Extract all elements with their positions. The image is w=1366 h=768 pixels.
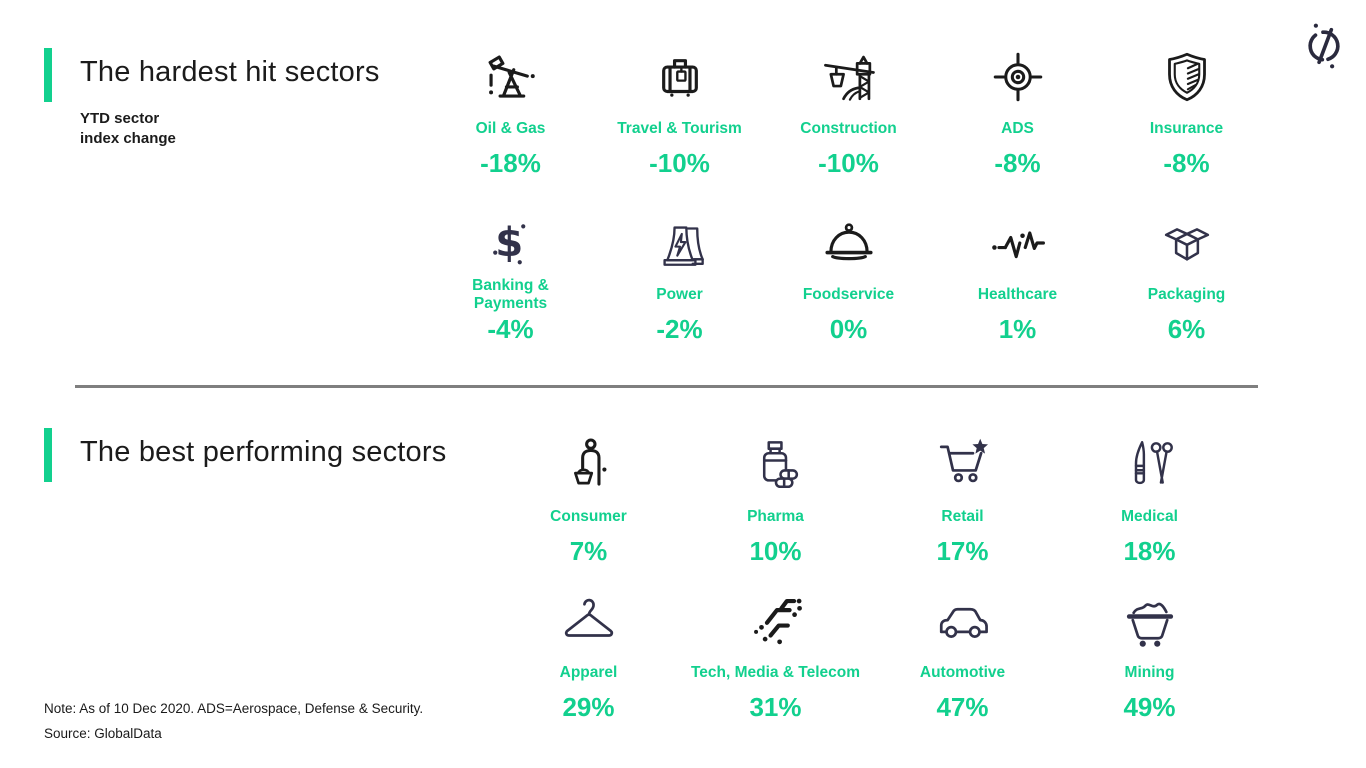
shield-icon — [1159, 44, 1215, 110]
sector-value: 18% — [1123, 536, 1176, 566]
sector-label: Pharma — [747, 508, 804, 525]
footer: Note: As of 10 Dec 2020. ADS=Aerospace, … — [44, 696, 423, 746]
section-divider — [75, 385, 1258, 388]
hanger-icon — [559, 588, 619, 654]
crane-icon — [820, 44, 878, 110]
sector-card-pharma: Pharma 10% — [682, 432, 869, 588]
sector-value: -18% — [480, 148, 541, 178]
sector-value: -2% — [656, 314, 703, 344]
sector-label: Apparel — [559, 664, 618, 681]
sector-label: Mining — [1124, 664, 1175, 681]
sector-label: Insurance — [1149, 120, 1224, 137]
surgical-tools-icon — [1122, 432, 1178, 498]
sector-card-banking: $ Banking & Payments -4% — [426, 210, 595, 376]
sector-value: 49% — [1123, 692, 1176, 722]
car-icon — [932, 588, 994, 654]
shopper-icon — [560, 432, 618, 498]
sector-value: 6% — [1167, 314, 1206, 344]
sector-card-packaging: Packaging 6% — [1102, 210, 1271, 376]
open-box-icon — [1158, 210, 1216, 276]
sector-value: 29% — [562, 692, 615, 722]
sector-label: Tech, Media & Telecom — [690, 664, 861, 681]
globaldata-logo-icon — [1298, 20, 1350, 72]
sector-value: 7% — [569, 536, 608, 566]
sector-card-apparel: Apparel 29% — [495, 588, 682, 744]
sector-card-oil-gas: Oil & Gas -18% — [426, 44, 595, 210]
hardest-sectors-grid: Oil & Gas -18% Travel & Tourism -10% — [426, 44, 1271, 376]
sector-card-foodservice: Foodservice 0% — [764, 210, 933, 376]
sector-value: -8% — [994, 148, 1041, 178]
sector-card-travel: Travel & Tourism -10% — [595, 44, 764, 210]
sector-card-healthcare: Healthcare 1% — [933, 210, 1102, 376]
sector-label: ADS — [1001, 120, 1034, 137]
sector-card-construction: Construction -10% — [764, 44, 933, 210]
sector-value: -8% — [1163, 148, 1210, 178]
sector-label: Medical — [1121, 508, 1178, 525]
ytd-subtitle-line2: index change — [80, 130, 176, 147]
sector-value: 17% — [936, 536, 989, 566]
sector-label: Packaging — [1147, 286, 1226, 303]
cloche-icon — [820, 210, 878, 276]
target-icon — [990, 44, 1046, 110]
sector-value: -10% — [649, 148, 710, 178]
accent-bar — [44, 48, 52, 102]
footer-source: Source: GlobalData — [44, 726, 162, 741]
pill-bottle-icon — [747, 432, 805, 498]
footer-note: Note: As of 10 Dec 2020. ADS=Aerospace, … — [44, 701, 424, 716]
sector-card-retail: Retail 17% — [869, 432, 1056, 588]
sector-value: 1% — [998, 314, 1037, 344]
sector-value: -10% — [818, 148, 879, 178]
hardest-section-title: The hardest hit sectors — [80, 56, 380, 88]
dollar-icon: $ — [483, 210, 539, 276]
heartbeat-icon — [988, 210, 1048, 276]
sector-label: Oil & Gas — [475, 120, 546, 137]
sector-card-power: Power -2% — [595, 210, 764, 376]
sector-label: Travel & Tourism — [617, 120, 742, 137]
sector-value: 0% — [829, 314, 868, 344]
accent-bar — [44, 428, 52, 482]
sector-value: 47% — [936, 692, 989, 722]
sector-value: 10% — [749, 536, 802, 566]
sector-label: Construction — [800, 120, 897, 137]
ytd-subtitle: YTD sector index change — [80, 109, 176, 149]
svg-text:$: $ — [495, 220, 523, 266]
suitcase-icon — [651, 44, 709, 110]
sector-label: Consumer — [550, 508, 627, 525]
sector-label: Power — [656, 286, 703, 303]
ytd-subtitle-line1: YTD sector — [80, 110, 160, 127]
sector-label: Healthcare — [977, 286, 1058, 303]
sector-value: -4% — [487, 314, 534, 344]
power-plant-icon — [651, 210, 709, 276]
sector-label: Foodservice — [802, 286, 895, 303]
sector-label: Banking & Payments — [472, 277, 549, 312]
mine-cart-icon — [1120, 588, 1180, 654]
sector-card-automotive: Automotive 47% — [869, 588, 1056, 744]
sector-card-consumer: Consumer 7% — [495, 432, 682, 588]
sector-card-mining: Mining 49% — [1056, 588, 1243, 744]
best-sectors-grid: Consumer 7% Pharma 10% — [495, 432, 1243, 744]
sector-label: Retail — [941, 508, 984, 525]
oil-pump-icon — [482, 44, 540, 110]
sector-card-medical: Medical 18% — [1056, 432, 1243, 588]
digital-lines-icon — [747, 588, 805, 654]
best-section-title: The best performing sectors — [80, 436, 447, 468]
sector-card-ads: ADS -8% — [933, 44, 1102, 210]
cart-star-icon — [934, 432, 992, 498]
sector-card-tech: Tech, Media & Telecom 31% — [682, 588, 869, 744]
sector-label: Automotive — [919, 664, 1006, 681]
sector-card-insurance: Insurance -8% — [1102, 44, 1271, 210]
sector-value: 31% — [749, 692, 802, 722]
